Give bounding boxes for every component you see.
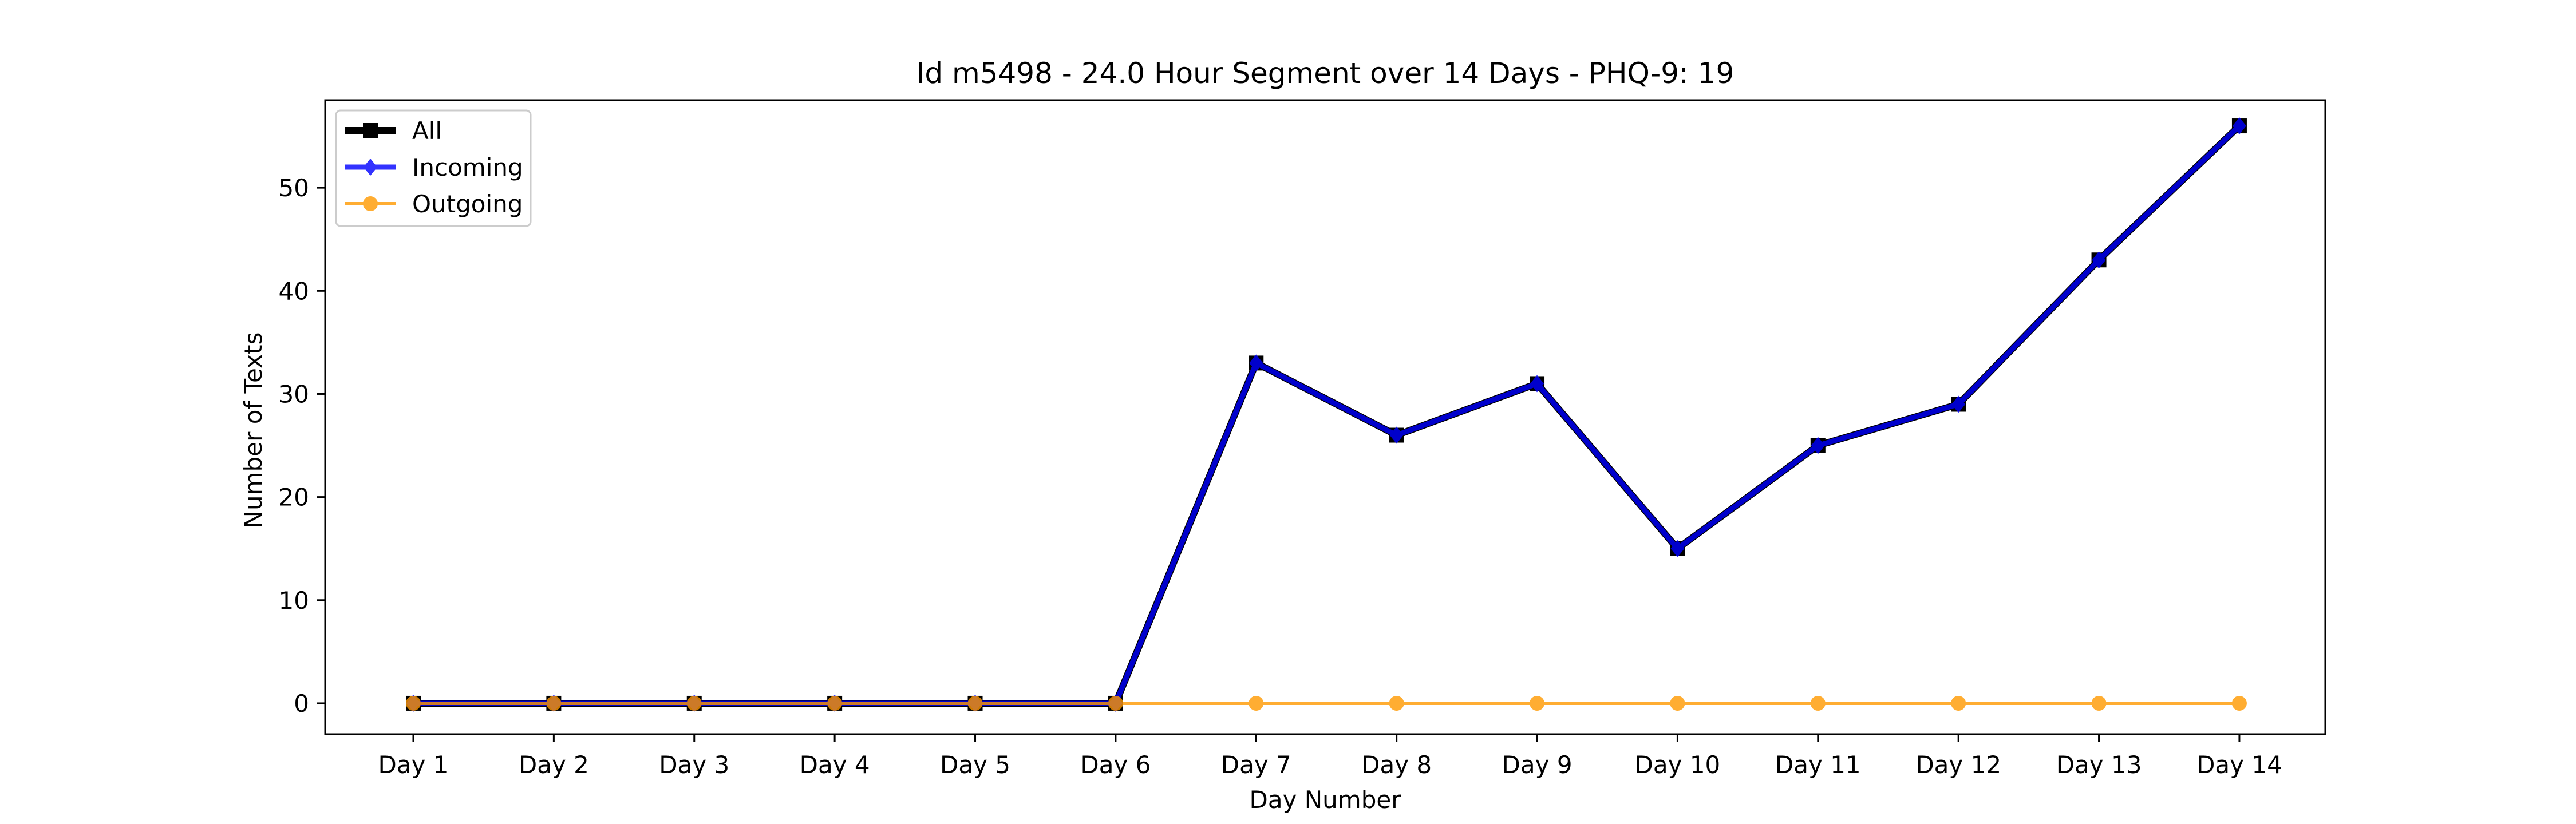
legend-label: All <box>412 117 442 145</box>
data-point-outgoing <box>827 695 843 711</box>
series-all <box>406 118 2247 711</box>
x-tick-label: Day 3 <box>659 751 729 779</box>
data-point-outgoing <box>967 695 983 711</box>
legend-marker <box>364 159 377 176</box>
x-tick-label: Day 14 <box>2196 751 2282 779</box>
data-point-incoming <box>1389 426 1404 444</box>
legend-marker <box>363 123 378 138</box>
x-tick-label: Day 8 <box>1361 751 1432 779</box>
data-point-outgoing <box>686 695 702 711</box>
x-tick-label: Day 4 <box>800 751 870 779</box>
y-tick-label: 20 <box>279 484 309 512</box>
data-point-incoming <box>1811 437 1825 454</box>
y-tick-label: 50 <box>279 174 309 202</box>
legend-label: Incoming <box>412 153 523 181</box>
plot-frame <box>324 99 2326 735</box>
legend-label: Outgoing <box>412 190 523 218</box>
data-point-incoming <box>2092 251 2106 269</box>
data-point-incoming <box>1249 354 1263 372</box>
legend-item-all <box>345 123 396 138</box>
y-axis-title: Number of Texts <box>239 332 267 529</box>
x-tick-label: Day 11 <box>1775 751 1861 779</box>
x-axis-title: Day Number <box>1249 786 1401 814</box>
y-tick-label: 30 <box>279 380 309 408</box>
series-layer <box>406 117 2247 712</box>
legend-box <box>335 109 532 227</box>
data-point-outgoing <box>546 695 562 711</box>
y-tick-label: 0 <box>294 690 309 718</box>
data-point-outgoing <box>406 695 421 711</box>
x-tick-label: Day 7 <box>1221 751 1291 779</box>
legend-marker <box>363 196 378 211</box>
data-point-incoming <box>1530 375 1544 393</box>
legend-item-incoming <box>345 159 396 176</box>
x-tick-label: Day 12 <box>1915 751 2001 779</box>
data-point-outgoing <box>1951 695 1966 711</box>
legend: All Incoming Outgoing <box>335 109 532 227</box>
series-line-incoming <box>410 123 2242 706</box>
axes-layer: Day 1 Day 2 Day 3 Day 4 Day 5 Day 6 Day 7 Day 8… <box>279 99 2326 779</box>
series-incoming <box>406 117 2246 712</box>
data-point-outgoing <box>1249 695 1264 711</box>
chart-title: Id m5498 - 24.0 Hour Segment over 14 Day… <box>916 57 1735 90</box>
data-point-outgoing <box>1108 695 1123 711</box>
y-tick-label: 10 <box>279 587 309 615</box>
data-point-outgoing <box>1670 695 1685 711</box>
x-tick-label: Day 6 <box>1080 751 1151 779</box>
data-point-outgoing <box>1530 695 1545 711</box>
data-point-outgoing <box>1389 695 1404 711</box>
x-tick-label: Day 9 <box>1502 751 1573 779</box>
legend-item-outgoing <box>345 196 396 211</box>
data-point-incoming <box>2232 117 2246 135</box>
x-tick-label: Day 2 <box>519 751 589 779</box>
x-tick-label: Day 10 <box>1635 751 1721 779</box>
x-tick-label: Day 1 <box>378 751 448 779</box>
data-point-incoming <box>1670 540 1685 557</box>
y-tick-label: 40 <box>279 277 309 305</box>
x-tick-label: Day 5 <box>940 751 1010 779</box>
series-outgoing <box>406 695 2247 711</box>
data-point-outgoing <box>1810 695 1826 711</box>
data-point-outgoing <box>2231 695 2247 711</box>
x-tick-label: Day 13 <box>2056 751 2142 779</box>
data-point-outgoing <box>2091 695 2107 711</box>
data-point-incoming <box>1951 395 1966 413</box>
series-line-all <box>410 122 2243 707</box>
